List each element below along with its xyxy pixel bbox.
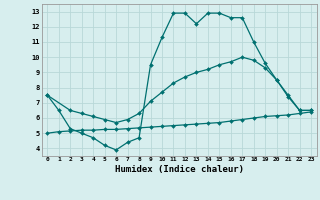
X-axis label: Humidex (Indice chaleur): Humidex (Indice chaleur) [115, 165, 244, 174]
